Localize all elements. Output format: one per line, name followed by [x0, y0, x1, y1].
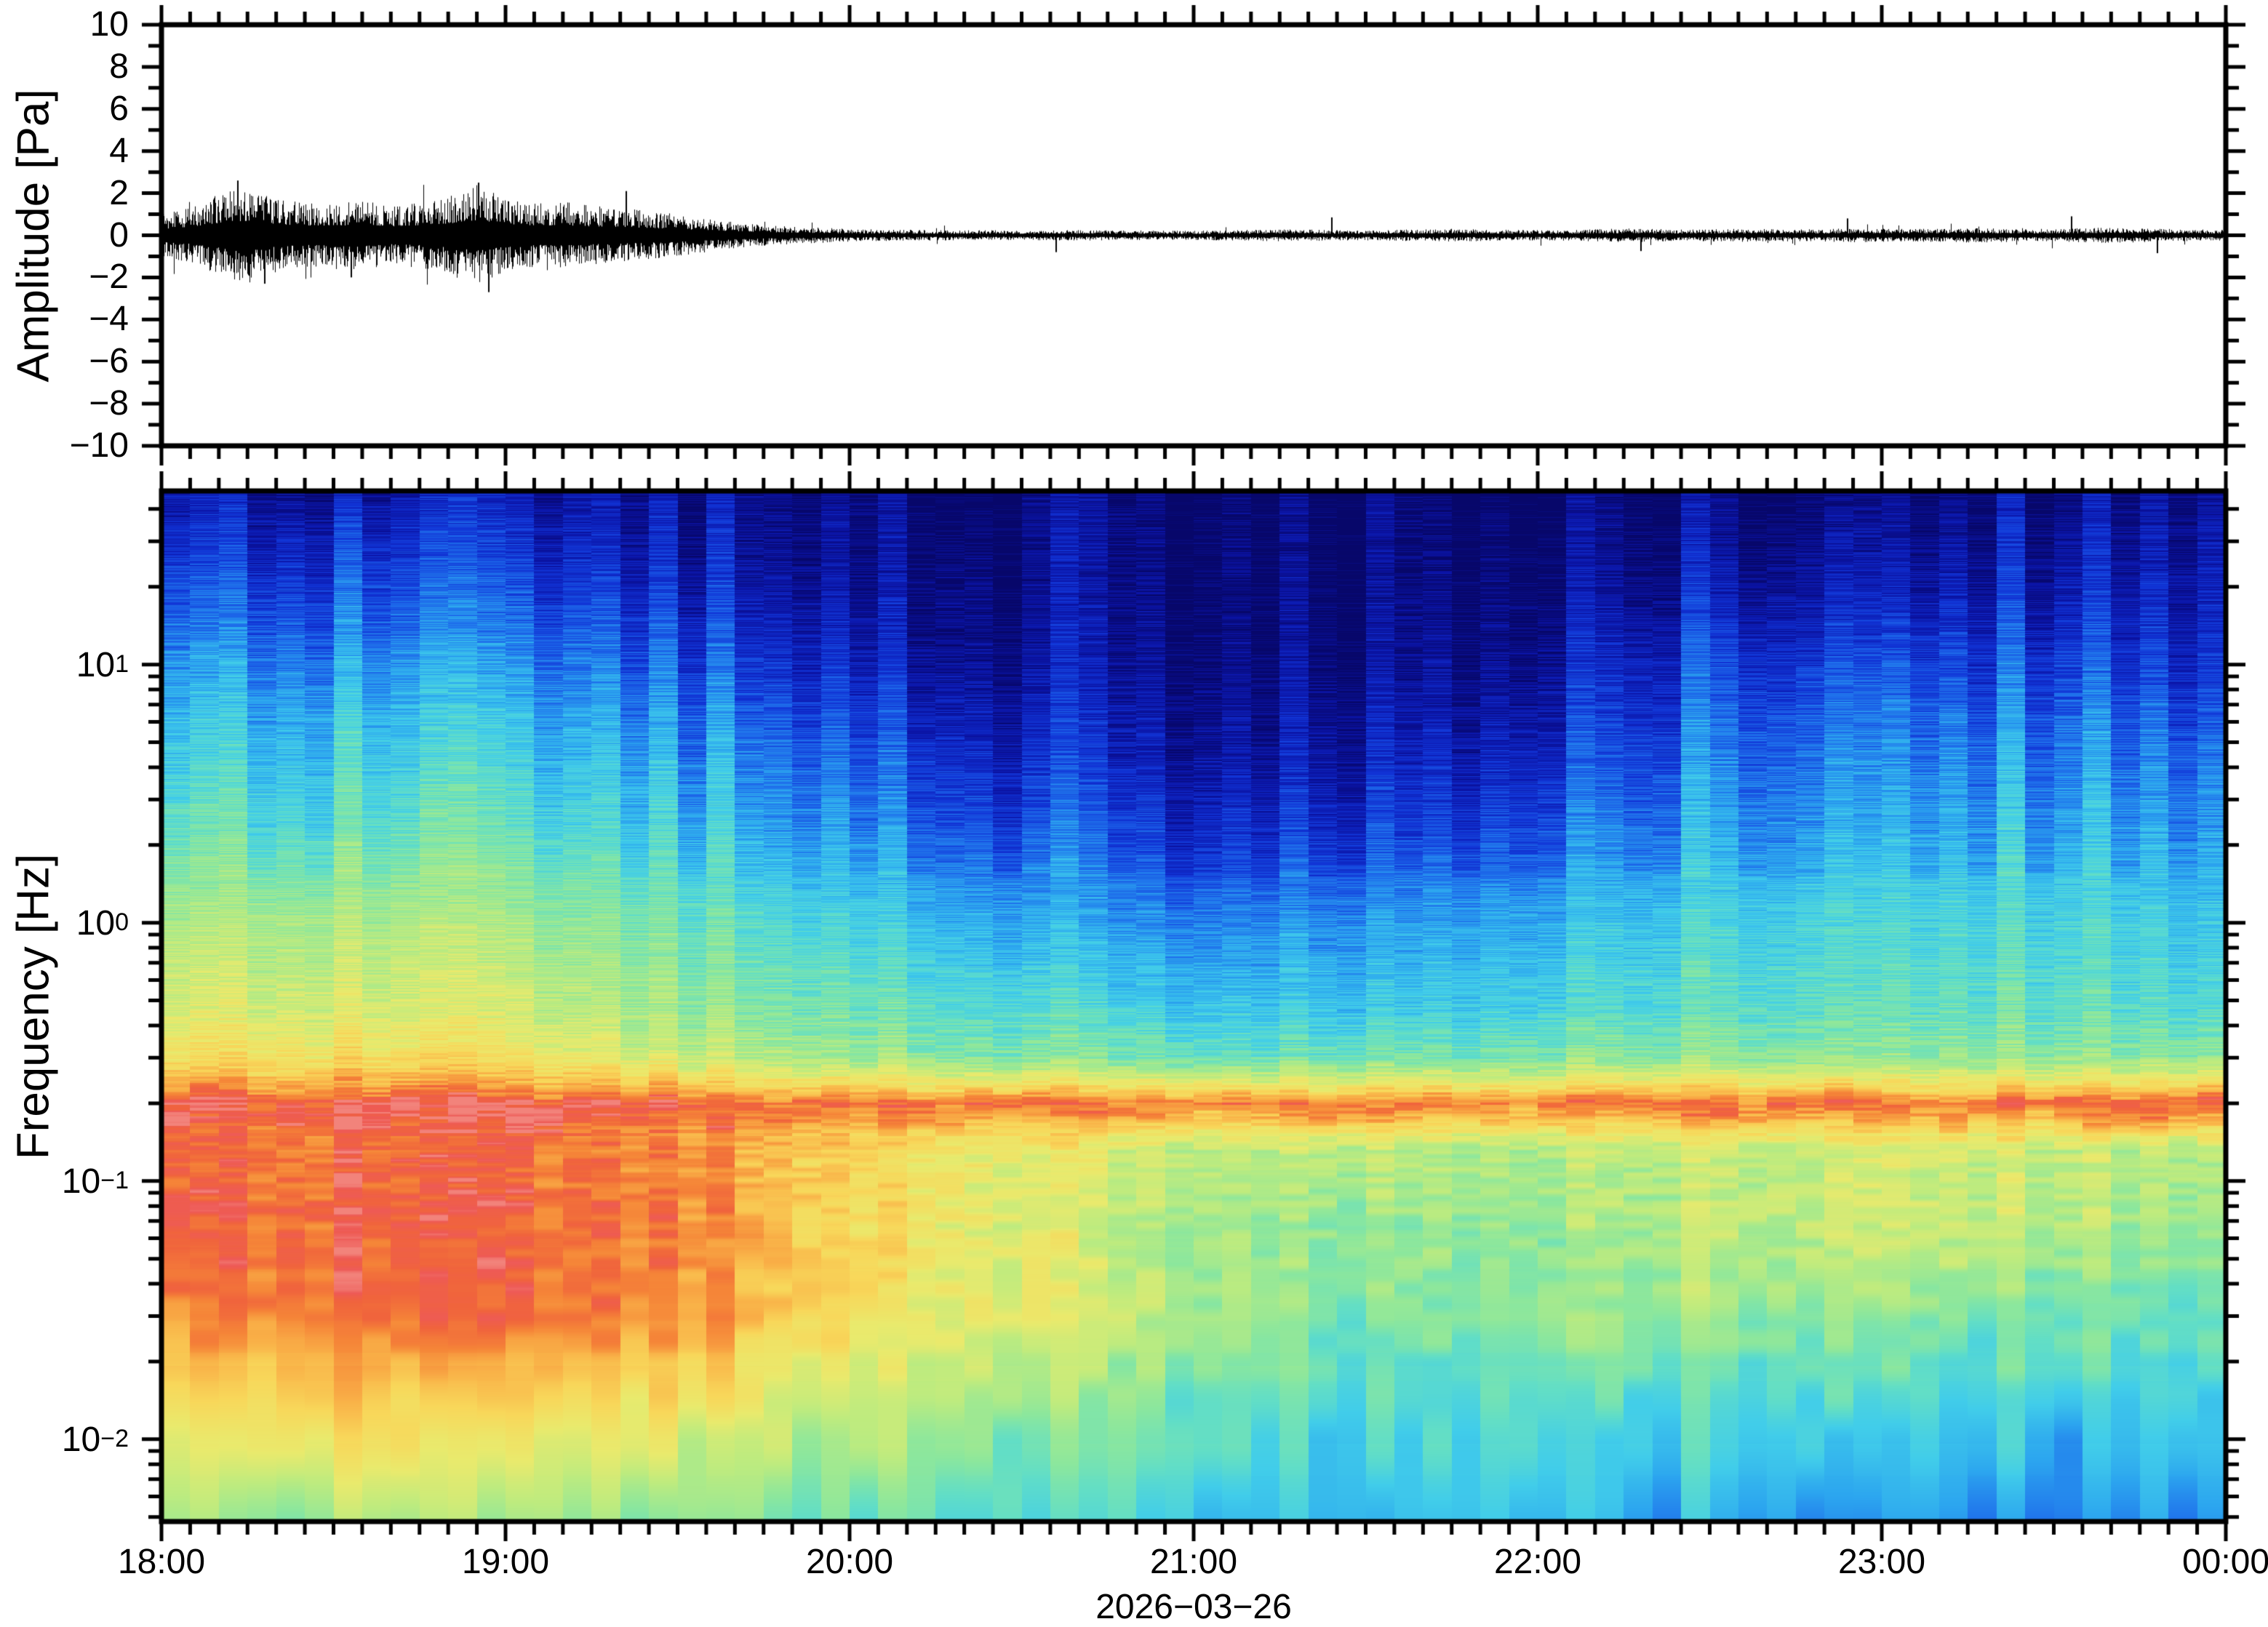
amplitude-tick-label: 6	[109, 89, 129, 128]
amplitude-tick-label: 8	[109, 47, 129, 86]
time-tick-label: 00:00	[2181, 1543, 2268, 1581]
time-tick-label: 21:00	[1149, 1543, 1238, 1581]
amplitude-tick-label: 2	[109, 173, 129, 212]
amplitude-tick-label: 4	[109, 131, 129, 170]
amplitude-tick-label: −6	[89, 342, 129, 381]
time-tick-label: 18:00	[117, 1543, 206, 1581]
frequency-tick-label: 101	[76, 645, 129, 684]
amplitude-tick-label: −8	[89, 384, 129, 423]
time-tick-label: 19:00	[461, 1543, 550, 1581]
amplitude-tick-label: −4	[89, 300, 129, 339]
amplitude-tick-label: 10	[89, 5, 129, 44]
time-tick-label: 23:00	[1837, 1543, 1926, 1581]
date-label: 2026−03−26	[1095, 1588, 1292, 1626]
amplitude-tick-label: −2	[89, 257, 129, 297]
amplitude-tick-label: −10	[69, 426, 129, 465]
frequency-tick-label: 10−1	[61, 1162, 129, 1201]
time-tick-label: 22:00	[1493, 1543, 1582, 1581]
frequency-tick-label: 100	[76, 903, 129, 943]
amplitude-tick-label: 0	[109, 215, 129, 255]
frequency-tick-label: 10−2	[61, 1420, 129, 1459]
frequency-axis-title: Frequency [Hz]	[8, 853, 59, 1159]
time-tick-label: 20:00	[805, 1543, 894, 1581]
